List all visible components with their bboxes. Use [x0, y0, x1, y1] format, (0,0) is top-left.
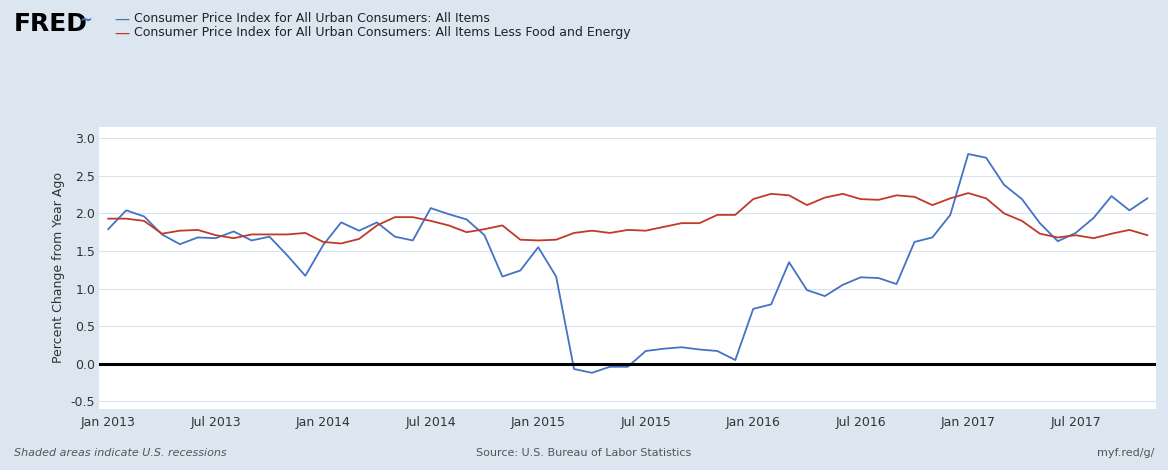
Y-axis label: Percent Change from Year Ago: Percent Change from Year Ago: [53, 172, 65, 363]
Text: ~: ~: [79, 13, 92, 28]
Text: FRED: FRED: [14, 12, 88, 36]
Text: —: —: [114, 26, 130, 41]
Text: Consumer Price Index for All Urban Consumers: All Items: Consumer Price Index for All Urban Consu…: [134, 12, 491, 25]
Text: —: —: [114, 12, 130, 27]
Text: Source: U.S. Bureau of Labor Statistics: Source: U.S. Bureau of Labor Statistics: [477, 448, 691, 458]
Text: myf.red/g/: myf.red/g/: [1097, 448, 1154, 458]
Text: Consumer Price Index for All Urban Consumers: All Items Less Food and Energy: Consumer Price Index for All Urban Consu…: [134, 26, 631, 39]
Text: Shaded areas indicate U.S. recessions: Shaded areas indicate U.S. recessions: [14, 448, 227, 458]
